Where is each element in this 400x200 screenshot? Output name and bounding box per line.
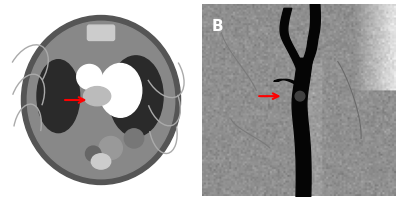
Ellipse shape bbox=[22, 16, 180, 184]
Circle shape bbox=[99, 136, 122, 160]
FancyBboxPatch shape bbox=[88, 25, 114, 40]
Text: B: B bbox=[212, 19, 223, 34]
Circle shape bbox=[77, 64, 102, 89]
Ellipse shape bbox=[27, 21, 175, 179]
Ellipse shape bbox=[109, 56, 163, 136]
Ellipse shape bbox=[91, 154, 111, 169]
Text: A: A bbox=[14, 19, 26, 34]
Circle shape bbox=[61, 132, 82, 153]
Ellipse shape bbox=[84, 87, 111, 106]
Circle shape bbox=[124, 129, 144, 148]
Circle shape bbox=[295, 91, 305, 101]
Ellipse shape bbox=[37, 60, 80, 133]
Circle shape bbox=[86, 146, 101, 161]
Ellipse shape bbox=[99, 64, 142, 117]
